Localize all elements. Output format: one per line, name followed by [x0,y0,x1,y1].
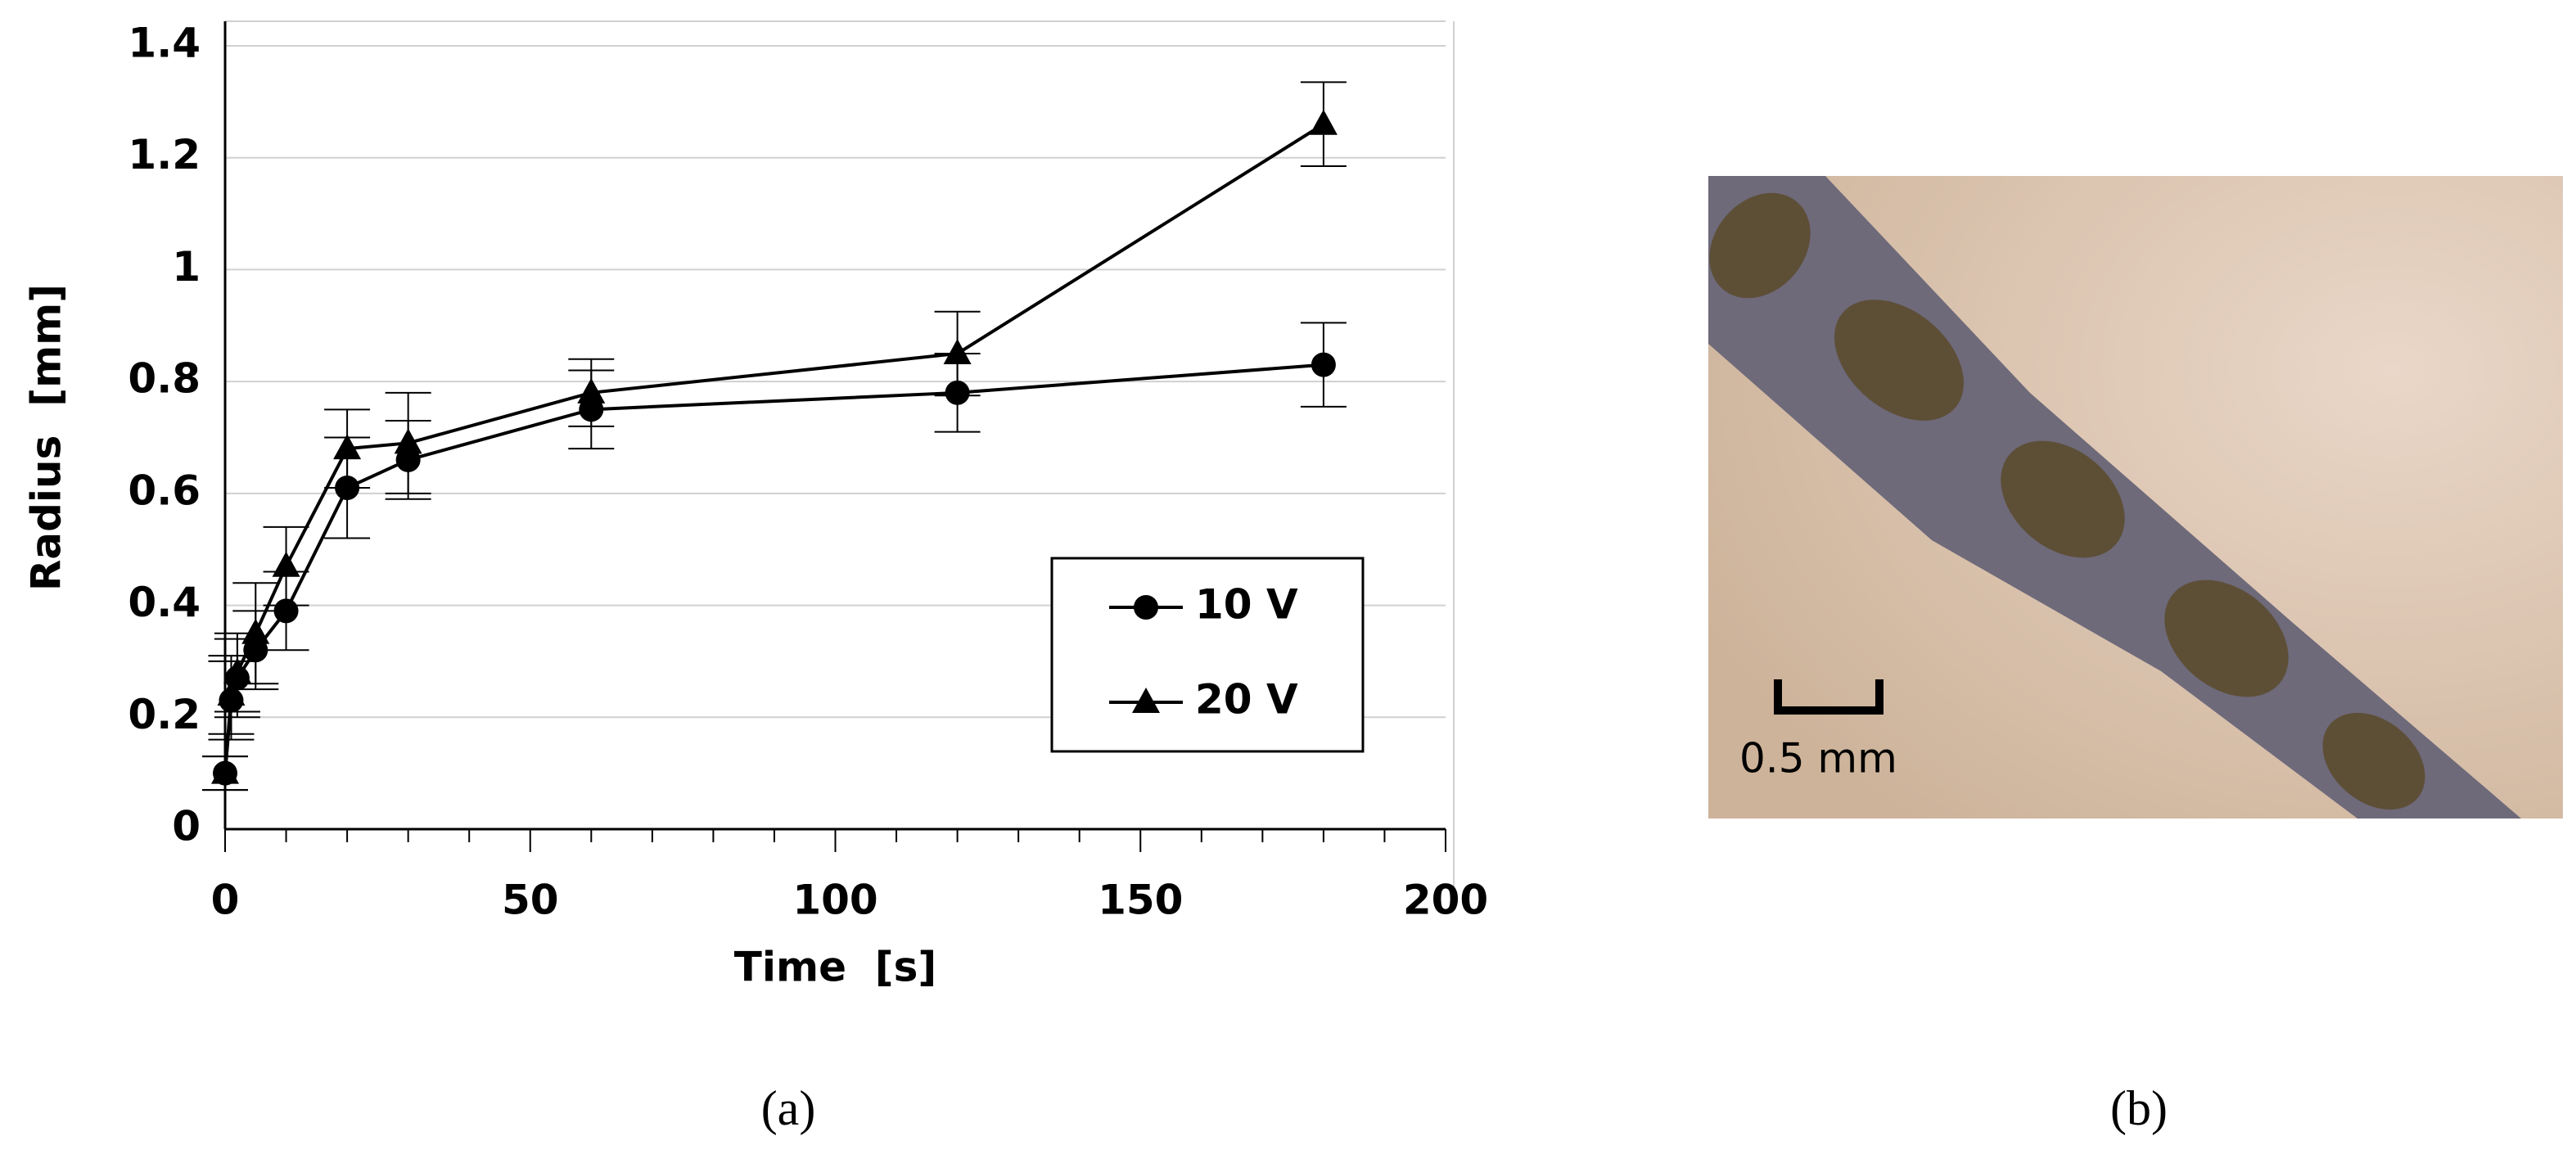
legend-marker [1134,595,1158,620]
marker [1309,109,1338,135]
marker [223,657,251,683]
marker [943,338,972,364]
marker [211,758,239,784]
y-axis-title: Radius [mm] [23,284,70,591]
y-tick-label: 0.6 [128,467,201,514]
photo: 0.5 mm [1708,176,2563,819]
marker [577,377,606,404]
marker [1311,352,1336,377]
x-tick-label: 200 [1403,877,1488,924]
x-tick-label: 50 [502,877,559,924]
x-tick-label: 150 [1098,877,1183,924]
y-tick-label: 1 [172,243,201,291]
scale-bar-label: 0.5 mm [1739,735,1897,782]
marker [241,618,270,644]
marker [333,434,362,460]
y-tick-label: 0 [172,803,201,850]
legend-marker [1132,688,1160,713]
y-tick-label: 0.4 [128,579,201,626]
y-tick-label: 1.2 [128,131,201,178]
x-tick-label: 100 [792,877,877,924]
x-axis-title: Time [s] [734,944,937,991]
caption: (a) [761,1081,816,1135]
legend-label: 20 V [1195,676,1298,724]
y-tick-label: 0.8 [128,355,201,403]
scale-bar [1774,679,1884,715]
marker [394,428,422,454]
x-tick-label: 0 [211,877,240,924]
cells [1709,192,2425,810]
marker [272,551,300,577]
y-tick-label: 1.4 [128,20,201,67]
y-tick-label: 0.2 [128,691,201,738]
legend [1050,557,1365,753]
caption: (b) [2110,1081,2168,1135]
marker [217,679,246,706]
legend-label: 10 V [1195,581,1298,629]
